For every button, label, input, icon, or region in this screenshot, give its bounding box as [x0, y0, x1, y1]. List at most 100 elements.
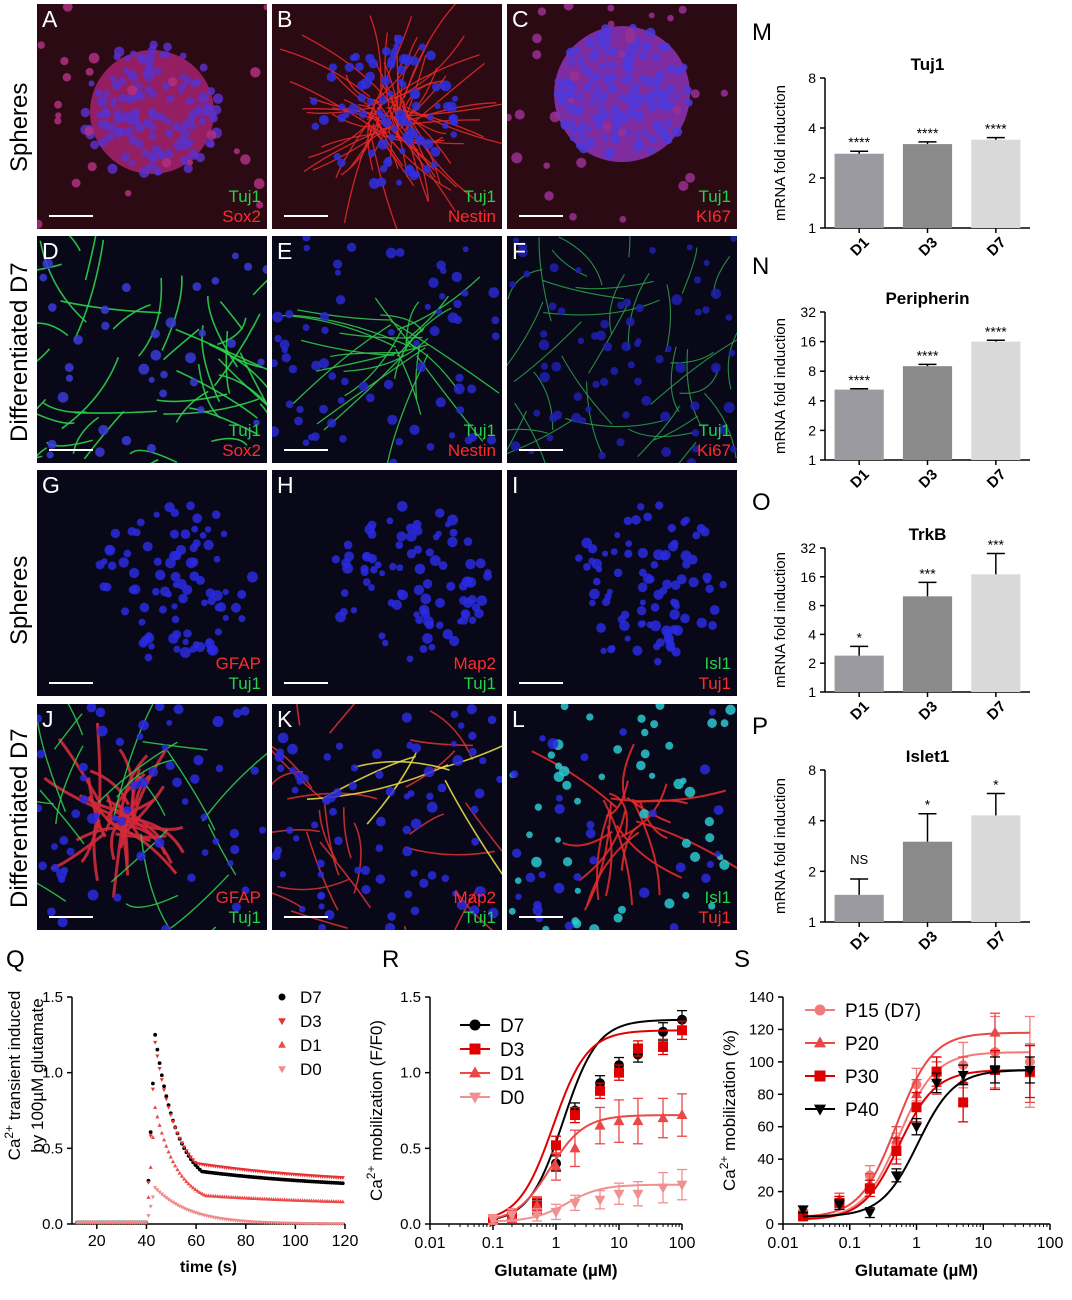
fiber	[292, 324, 392, 405]
nucleus	[639, 599, 646, 606]
data-point	[184, 1149, 189, 1153]
nucleus	[449, 528, 458, 537]
nucleus	[708, 621, 717, 630]
nucleus	[673, 66, 684, 77]
x-tick-label: 1	[912, 1235, 921, 1252]
nucleus	[428, 277, 439, 288]
nucleus	[551, 361, 562, 372]
nucleus	[66, 847, 75, 856]
nucleus	[150, 349, 162, 361]
nucleus	[632, 645, 643, 656]
fiber	[321, 131, 390, 148]
fiber	[37, 398, 47, 410]
nucleus	[328, 372, 337, 381]
significance-label: ****	[917, 347, 939, 363]
nucleus	[191, 525, 199, 533]
x-tick-label: D7	[984, 928, 1010, 954]
nucleus	[384, 156, 392, 165]
nucleus	[547, 751, 556, 759]
nucleus	[361, 884, 371, 895]
chart-title: Tuj1	[911, 55, 945, 74]
data-point	[677, 1014, 687, 1025]
nucleus	[181, 798, 189, 805]
nucleus	[409, 56, 420, 66]
nucleus	[144, 653, 153, 662]
nucleus	[62, 72, 72, 82]
nucleus	[107, 163, 118, 174]
nucleus	[238, 615, 246, 623]
fiber	[289, 81, 385, 136]
data-point	[164, 1097, 169, 1102]
nucleus	[429, 326, 440, 337]
stain-label-1: Map2	[453, 888, 496, 907]
nucleus	[209, 114, 218, 123]
bar	[902, 596, 953, 692]
nucleus	[406, 531, 417, 542]
fit-curve	[492, 1183, 682, 1223]
nucleus	[596, 623, 606, 633]
data-point	[173, 1202, 178, 1206]
fiber	[390, 320, 500, 394]
nucleus	[350, 607, 358, 614]
nucleus	[588, 75, 597, 84]
fiber	[296, 704, 301, 726]
nucleus	[650, 602, 660, 612]
legend-label: P20	[845, 1034, 879, 1055]
data-point	[151, 1081, 155, 1086]
bar-chart-o: O TrkB 1 2 4 8 16 32 mRNA fold induction * D1 *** D3…	[752, 489, 1030, 724]
nucleus	[90, 140, 100, 150]
fiber	[627, 273, 650, 350]
nucleus	[96, 725, 108, 737]
nucleus	[411, 101, 421, 111]
nucleus	[597, 91, 608, 102]
nucleus	[47, 907, 56, 917]
nucleus	[626, 108, 635, 116]
nucleus	[287, 743, 298, 755]
significance-label: ****	[848, 134, 870, 150]
nucleus	[138, 618, 146, 626]
nucleus	[383, 379, 394, 390]
nucleus	[610, 367, 619, 376]
fiber	[297, 309, 393, 321]
nucleus	[101, 321, 110, 331]
nucleus	[317, 891, 326, 900]
nucleus	[649, 247, 656, 254]
x-tick-label: 40	[138, 1233, 156, 1250]
data-point	[632, 1043, 643, 1054]
nucleus	[110, 96, 117, 104]
fiber	[551, 249, 588, 277]
nucleus	[571, 412, 582, 423]
nucleus	[396, 500, 408, 512]
nucleus	[453, 315, 463, 325]
nucleus	[446, 101, 457, 113]
nucleus	[253, 419, 260, 426]
data-point	[177, 1204, 182, 1209]
fiber	[282, 314, 397, 348]
panel-letter: J	[42, 706, 54, 732]
fiber	[323, 804, 340, 876]
nucleus	[442, 628, 453, 640]
nucleus	[637, 503, 645, 511]
nucleus	[179, 81, 187, 90]
nucleus	[138, 777, 149, 788]
nucleus	[375, 816, 386, 827]
nucleus	[199, 91, 207, 99]
legend-label: D3	[500, 1040, 524, 1061]
legend-label: D0	[500, 1088, 524, 1109]
nucleus	[368, 584, 375, 591]
nucleus	[46, 451, 54, 459]
nucleus	[608, 72, 618, 83]
nucleus	[575, 554, 583, 562]
nucleus	[99, 582, 109, 591]
stain-label-2: Nestin	[447, 207, 496, 226]
nucleus	[387, 90, 394, 97]
data-point	[157, 1066, 162, 1071]
nucleus	[718, 424, 729, 435]
micrograph-panel-h: H Map2 Tuj1	[272, 470, 502, 696]
nucleus	[170, 508, 180, 518]
nucleus	[686, 244, 693, 251]
data-point	[179, 1173, 185, 1178]
nucleus	[409, 424, 420, 435]
nucleus	[576, 157, 587, 168]
fiber	[328, 704, 356, 734]
